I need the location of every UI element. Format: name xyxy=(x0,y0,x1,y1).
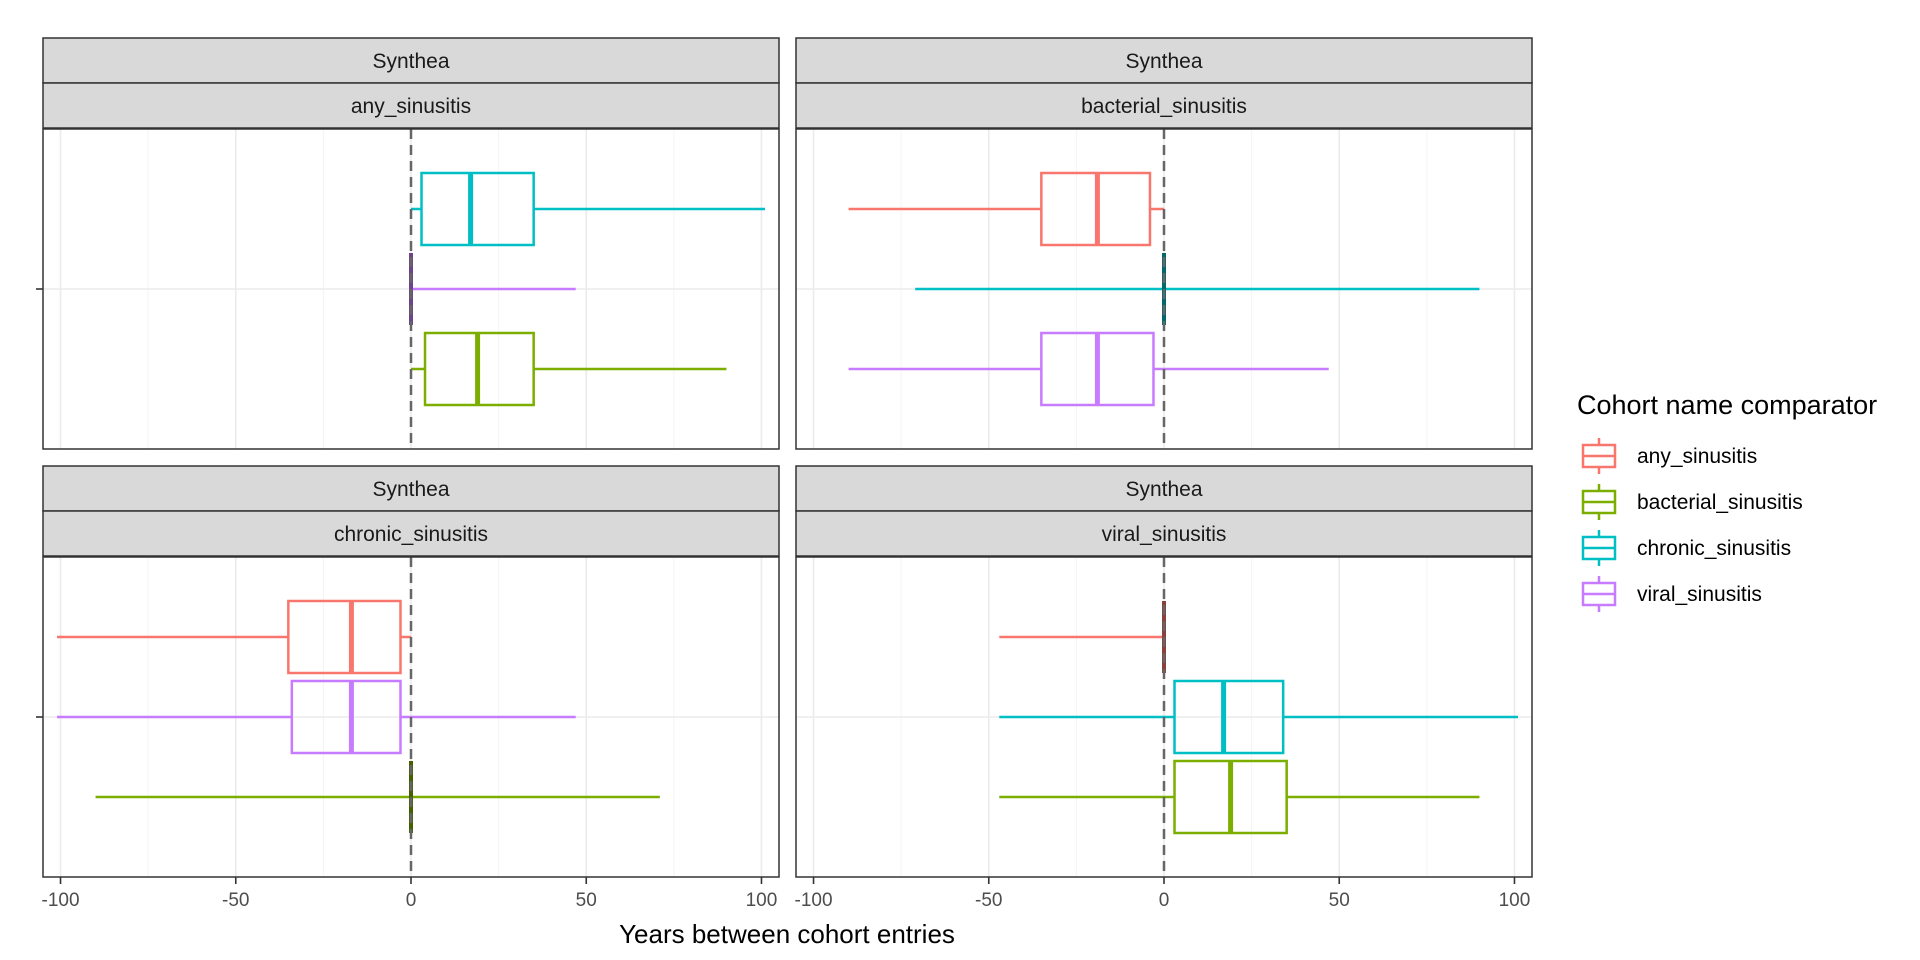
box-viral_sinusitis xyxy=(57,679,576,755)
strip-database-label: Synthea xyxy=(372,478,449,501)
x-tick-label: 100 xyxy=(746,890,778,911)
legend-item-any_sinusitis: any_sinusitis xyxy=(1581,438,1757,474)
box-chronic_sinusitis xyxy=(411,171,765,247)
strip-cohort-label: bacterial_sinusitis xyxy=(1081,95,1247,118)
box-bacterial_sinusitis xyxy=(95,761,660,833)
strip-database-box xyxy=(42,37,780,84)
strip-cohort-label: chronic_sinusitis xyxy=(334,523,488,546)
box-viral_sinusitis xyxy=(409,253,576,325)
legend-title: Cohort name comparator xyxy=(1577,390,1877,420)
legend-item-viral_sinusitis: viral_sinusitis xyxy=(1581,576,1762,612)
legend-item-chronic_sinusitis: chronic_sinusitis xyxy=(1581,530,1791,566)
box-iqr xyxy=(287,599,402,675)
panel-border xyxy=(795,128,1533,450)
strip-cohort-box xyxy=(42,510,780,557)
strip-database-label: Synthea xyxy=(1125,50,1202,73)
panels-layer: Synthea any_sinusitis Synthea bacterial_sin… xyxy=(36,37,1533,911)
strip-cohort-label: any_sinusitis xyxy=(351,95,471,118)
box-viral_sinusitis xyxy=(848,331,1329,407)
panel-any_sinusitis: Synthea any_sinusitis xyxy=(36,37,780,450)
legend-label: chronic_sinusitis xyxy=(1637,537,1791,560)
legend-label: any_sinusitis xyxy=(1637,445,1757,468)
x-tick-label: 0 xyxy=(1159,890,1170,911)
panel-chronic_sinusitis: Synthea chronic_sinusitis -100 -50 0 50 100 xyxy=(36,465,780,911)
legend-label: viral_sinusitis xyxy=(1637,583,1762,606)
box-chronic_sinusitis xyxy=(915,253,1480,325)
x-tick-label: 0 xyxy=(406,890,417,911)
strip-cohort-label: viral_sinusitis xyxy=(1102,523,1227,546)
x-axis-title: Years between cohort entries xyxy=(619,919,955,949)
legend-label: bacterial_sinusitis xyxy=(1637,491,1803,514)
x-tick-label: 50 xyxy=(576,890,597,911)
strip-database-box xyxy=(795,37,1533,84)
legend-entries: any_sinusitis bacterial_sinusitis chronic_… xyxy=(1581,438,1803,612)
x-tick-label: 100 xyxy=(1499,890,1531,911)
box-iqr xyxy=(1173,679,1285,755)
strip-database-label: Synthea xyxy=(1125,478,1202,501)
box-iqr xyxy=(420,171,535,247)
x-tick-label: -100 xyxy=(42,890,80,911)
x-tick-label: -100 xyxy=(795,890,833,911)
box-any_sinusitis xyxy=(999,601,1166,673)
x-tick-label: -50 xyxy=(975,890,1002,911)
box-iqr xyxy=(290,679,402,755)
strip-cohort-box xyxy=(42,82,780,129)
box-bacterial_sinusitis xyxy=(411,331,727,407)
x-tick-label: -50 xyxy=(222,890,249,911)
panel-bacterial_sinusitis: Synthea bacterial_sinusitis xyxy=(795,37,1533,450)
box-any_sinusitis xyxy=(57,599,411,675)
legend-item-bacterial_sinusitis: bacterial_sinusitis xyxy=(1581,484,1803,520)
strip-cohort-box xyxy=(795,510,1533,557)
legend: Cohort name comparator any_sinusitisbact… xyxy=(1577,390,1877,612)
box-chronic_sinusitis xyxy=(999,679,1518,755)
box-any_sinusitis xyxy=(848,171,1164,247)
x-tick-label: 50 xyxy=(1329,890,1350,911)
strip-cohort-box xyxy=(795,82,1533,129)
strip-database-label: Synthea xyxy=(372,50,449,73)
panel-viral_sinusitis: Synthea viral_sinusitis -100 -50 0 50 100 xyxy=(795,465,1533,911)
box-bacterial_sinusitis xyxy=(999,759,1480,835)
strip-database-box xyxy=(42,465,780,512)
